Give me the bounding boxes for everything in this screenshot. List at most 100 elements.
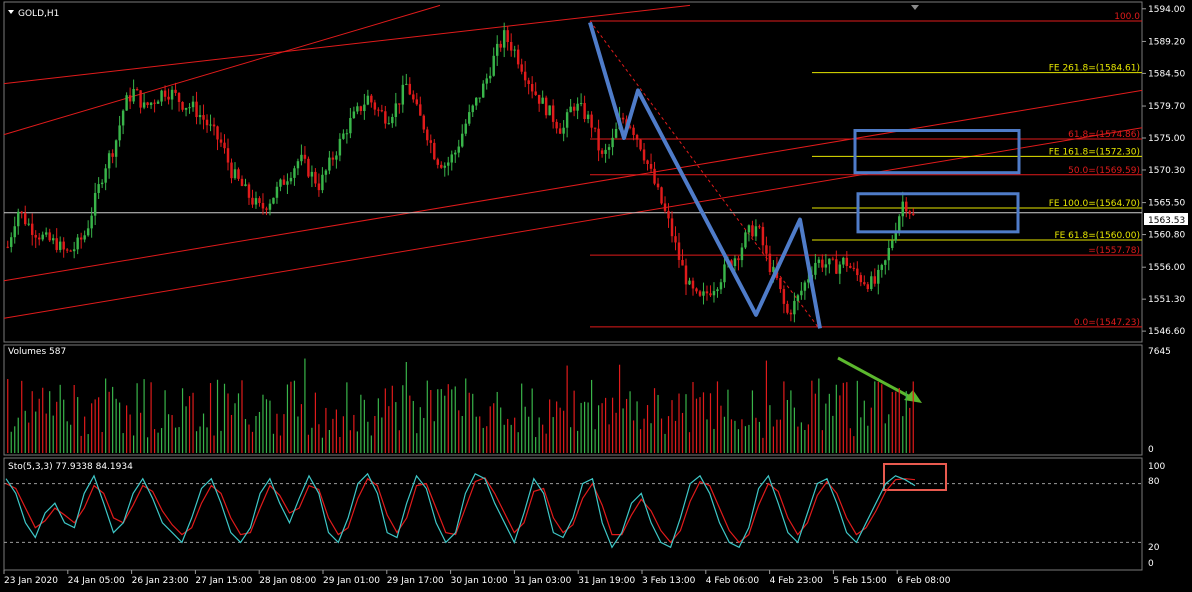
candle-body — [139, 90, 142, 108]
time-axis-label: 4 Feb 23:00 — [770, 576, 824, 586]
candle-body — [394, 103, 398, 117]
candle-body — [590, 114, 593, 128]
stoch-tick-100: 100 — [1148, 462, 1165, 472]
candle-body — [691, 280, 695, 289]
candle-body — [471, 105, 474, 113]
fib-level-label: =(1557.78) — [1088, 246, 1140, 256]
candle-body — [709, 293, 712, 296]
stoch-overbought-box — [883, 463, 947, 491]
candle-body — [597, 128, 600, 151]
stoch-main-line — [5, 472, 916, 549]
candle-body — [30, 223, 34, 235]
trend-channel[interactable] — [3, 4, 1143, 319]
candle-body — [733, 258, 737, 267]
symbol-title: GOLD,H1 — [18, 9, 59, 19]
candle-body — [516, 49, 520, 65]
candle-body — [6, 246, 9, 248]
time-axis-label: 27 Jan 15:00 — [195, 576, 252, 586]
candle-body — [419, 104, 422, 116]
candle-body — [184, 107, 188, 110]
candle-body — [891, 240, 894, 248]
candle-body — [282, 179, 286, 185]
candle-body — [719, 282, 723, 290]
axes: 1594.00 1589.20 1584.50 1579.70 1575.00 1570.… — [3, 5, 1185, 586]
candle-body — [509, 42, 513, 51]
stoch-tick-0: 0 — [1148, 559, 1154, 569]
candle-body — [86, 228, 90, 236]
candle-body — [758, 226, 761, 228]
fibonacci-levels[interactable]: 100.0 61.8=(1574.86) 50.0=(1569.59) =(1557.… — [589, 12, 1142, 328]
candle-body — [901, 201, 904, 217]
grid-layer — [3, 1, 1143, 571]
candle-body — [569, 106, 572, 113]
candle-body — [877, 269, 880, 284]
panel-frame — [3, 457, 1143, 571]
candle-body — [821, 259, 824, 268]
candle-body — [387, 123, 391, 125]
volumes-max-label: 7645 — [1148, 347, 1171, 357]
candle-body — [321, 174, 324, 191]
candle-body — [884, 260, 887, 265]
candle-body — [401, 84, 405, 105]
candle-body — [688, 280, 691, 285]
stochastic-lines — [5, 472, 916, 549]
candle-body — [286, 181, 289, 185]
candle-body — [558, 128, 562, 134]
candle-body — [55, 238, 58, 250]
candle-body — [583, 103, 586, 120]
candle-body — [436, 159, 439, 165]
candle-body — [712, 291, 716, 296]
candle-body — [761, 226, 765, 246]
candle-body — [796, 295, 800, 301]
price-axis-label: 1575.00 — [1148, 134, 1185, 144]
price-candles — [6, 22, 915, 323]
time-axis-label: 23 Jan 2020 — [4, 576, 58, 586]
candle-body — [118, 125, 121, 141]
current-price-label: 1563.53 — [1148, 216, 1185, 226]
candle-body — [366, 95, 370, 105]
candle-body — [859, 275, 863, 283]
candle-body — [754, 226, 758, 237]
candle-body — [747, 225, 751, 233]
time-axis-label: 26 Jan 23:00 — [132, 576, 189, 586]
candle-body — [114, 140, 118, 157]
candle-body — [128, 95, 132, 102]
candle-body — [562, 127, 565, 134]
candle-body — [391, 116, 394, 124]
candle-body — [405, 83, 408, 85]
candle-body — [621, 117, 625, 120]
candle-body — [905, 201, 908, 212]
candle-body — [268, 203, 272, 210]
candle-body — [681, 259, 684, 266]
chart-shift-icon[interactable] — [911, 5, 919, 10]
candle-body — [646, 160, 649, 164]
candle-body — [730, 260, 733, 267]
candle-body — [181, 101, 184, 110]
candle-body — [352, 111, 356, 119]
candle-body — [247, 184, 251, 198]
candle-body — [513, 49, 516, 51]
candle-body — [377, 109, 380, 111]
candle-body — [544, 97, 548, 116]
price-axis-label: 1570.30 — [1148, 166, 1185, 176]
candle-body — [174, 89, 177, 93]
candle-body — [856, 268, 859, 276]
candle-body — [565, 112, 569, 128]
fib-level-label: 61.8=(1574.86) — [1068, 130, 1140, 140]
candle-body — [447, 162, 450, 166]
candle-body — [111, 153, 114, 157]
candle-body — [807, 279, 810, 283]
time-axis-label: 30 Jan 10:00 — [451, 576, 508, 586]
candle-body — [576, 103, 579, 111]
candle-body — [782, 289, 786, 304]
price-axis-label: 1560.80 — [1148, 231, 1185, 241]
candle-body — [852, 267, 856, 269]
chart-menu-icon[interactable] — [8, 10, 14, 14]
candle-body — [24, 212, 27, 225]
channel-line — [3, 4, 441, 136]
candle-body — [768, 253, 772, 273]
candle-body — [177, 92, 181, 102]
candle-body — [485, 78, 488, 84]
candle-body — [600, 150, 604, 154]
